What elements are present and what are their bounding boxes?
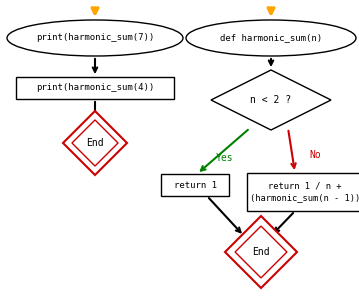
Text: End: End (86, 138, 104, 148)
Text: End: End (252, 247, 270, 257)
Text: print(harmonic_sum(7)): print(harmonic_sum(7)) (36, 34, 154, 42)
Polygon shape (72, 120, 118, 166)
FancyBboxPatch shape (16, 77, 174, 99)
Polygon shape (211, 70, 331, 130)
Text: def harmonic_sum(n): def harmonic_sum(n) (220, 34, 322, 42)
Polygon shape (235, 226, 287, 278)
Text: Yes: Yes (216, 153, 234, 163)
Text: No: No (309, 150, 321, 160)
Ellipse shape (7, 20, 183, 56)
FancyBboxPatch shape (247, 173, 359, 211)
Text: print(harmonic_sum(4)): print(harmonic_sum(4)) (36, 83, 154, 92)
Polygon shape (63, 111, 127, 175)
Ellipse shape (186, 20, 356, 56)
Text: return 1: return 1 (173, 181, 216, 189)
Text: n < 2 ?: n < 2 ? (251, 95, 292, 105)
Polygon shape (225, 216, 297, 288)
FancyBboxPatch shape (161, 174, 229, 196)
Text: return 1 / n +
(harmonic_sum(n - 1)): return 1 / n + (harmonic_sum(n - 1)) (250, 182, 359, 202)
